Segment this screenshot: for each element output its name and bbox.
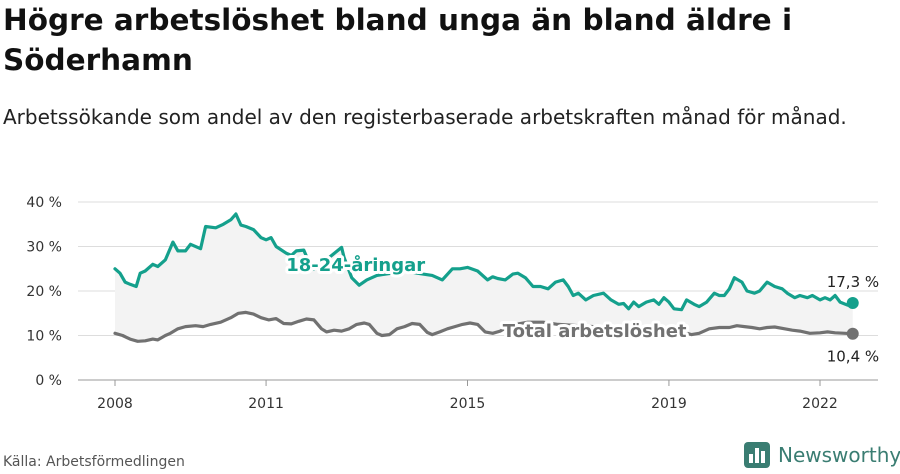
x-tick-label: 2011 — [248, 396, 284, 412]
end-value-label-total: 10,4 % — [827, 348, 879, 366]
chart-title: Högre arbetslöshet bland unga än bland ä… — [3, 3, 793, 77]
y-tick-label: 30 % — [26, 240, 62, 256]
series-layer — [113, 212, 859, 343]
y-tick-label: 20 % — [26, 284, 62, 300]
x-tick-label: 2022 — [802, 396, 838, 412]
y-tick-label: 10 % — [26, 329, 62, 345]
brand-name: Newsworthy — [778, 443, 900, 467]
x-tick-label: 2019 — [651, 396, 687, 412]
x-tick-label: 2008 — [97, 396, 133, 412]
y-tick-label: 0 % — [35, 373, 62, 389]
series-label-total: Total arbetslöshet — [503, 321, 687, 342]
chart-subtitle: Arbetssökande som andel av den registerb… — [3, 105, 847, 129]
newsworthy-bar-icon — [744, 442, 770, 468]
end-point-youth — [846, 297, 859, 310]
series-line-total — [113, 310, 855, 343]
series-label-youth: 18-24-åringar — [286, 254, 425, 276]
y-tick-label: 40 % — [26, 195, 62, 211]
end-value-label-youth: 17,3 % — [827, 273, 879, 291]
x-tick-label: 2015 — [450, 396, 486, 412]
end-point-total — [846, 327, 859, 340]
source-note: Källa: Arbetsförmedlingen — [3, 454, 185, 470]
series-line-youth — [113, 212, 855, 312]
axis-layer: 0 % 10 % 20 % 30 % 40 % 2008 2011 2015 2019 2022 — [26, 195, 837, 412]
brand-logo: Newsworthy — [744, 440, 900, 470]
line-chart: 0 %10 %20 %30 %40 %2008 2011 2015 2019 2022 … — [26, 195, 879, 412]
label-layer: 17,3 % 10,4 % 18-24-åringar Total arbetslös… — [283, 251, 879, 366]
